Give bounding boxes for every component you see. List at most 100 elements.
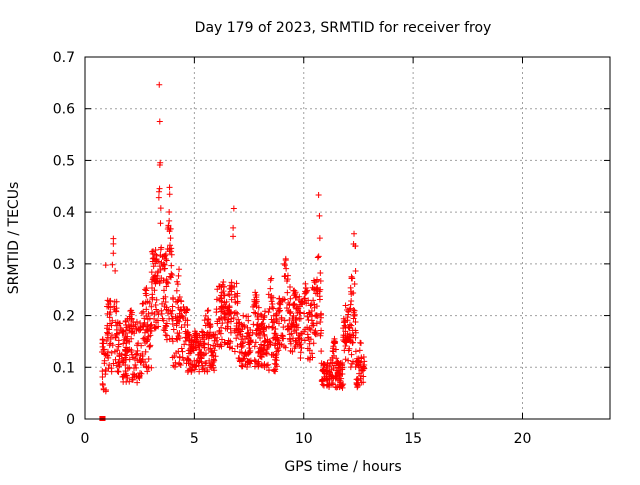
data-point — [212, 353, 219, 360]
data-point — [126, 364, 133, 371]
data-point — [197, 338, 204, 345]
data-point — [180, 303, 187, 310]
data-point — [299, 299, 306, 306]
data-point — [302, 289, 309, 296]
data-point — [273, 312, 280, 319]
data-point — [139, 353, 146, 360]
data-point — [278, 316, 285, 323]
data-point — [186, 333, 193, 340]
data-point — [158, 310, 165, 317]
data-point — [254, 359, 261, 366]
data-point — [352, 348, 359, 355]
data-point — [104, 303, 111, 310]
data-point — [347, 305, 354, 312]
data-point — [166, 184, 173, 191]
data-point — [166, 208, 173, 215]
data-point — [156, 81, 163, 88]
data-point — [298, 336, 305, 343]
data-point — [271, 367, 278, 374]
data-point — [128, 311, 135, 318]
data-point — [342, 343, 349, 350]
data-point — [119, 373, 126, 380]
data-point — [240, 312, 247, 319]
data-point — [159, 263, 166, 270]
data-point — [161, 253, 168, 260]
data-point — [307, 302, 314, 309]
data-point — [318, 327, 325, 334]
data-point — [271, 330, 278, 337]
data-point — [341, 347, 348, 354]
data-point — [205, 307, 212, 314]
data-point — [218, 308, 225, 315]
data-point — [162, 322, 169, 329]
data-point — [129, 374, 136, 381]
data-point — [255, 310, 262, 317]
data-point — [162, 252, 169, 259]
data-point — [195, 342, 202, 349]
data-point — [358, 366, 365, 373]
data-point — [328, 366, 335, 373]
data-point — [99, 374, 106, 381]
data-point — [317, 319, 324, 326]
data-point — [296, 340, 303, 347]
data-point — [207, 345, 214, 352]
data-point — [283, 304, 290, 311]
data-point — [163, 332, 170, 339]
data-point — [124, 365, 131, 372]
data-point — [102, 262, 109, 269]
data-point — [336, 377, 343, 384]
data-point — [281, 260, 288, 267]
data-point — [203, 359, 210, 366]
data-point — [148, 269, 155, 276]
data-point — [175, 272, 182, 279]
data-point — [343, 339, 350, 346]
data-point — [149, 276, 156, 283]
data-point — [168, 270, 175, 277]
data-point — [227, 338, 234, 345]
data-point — [247, 347, 254, 354]
data-point — [120, 378, 127, 385]
data-point — [340, 381, 347, 388]
data-point — [287, 340, 294, 347]
data-point — [214, 286, 221, 293]
data-point — [189, 364, 196, 371]
data-point — [157, 266, 164, 273]
data-point — [218, 343, 225, 350]
data-point — [276, 341, 283, 348]
data-point — [231, 310, 238, 317]
data-point — [285, 300, 292, 307]
data-point — [124, 375, 131, 382]
data-point — [201, 351, 208, 358]
data-point — [145, 333, 152, 340]
data-point — [185, 357, 192, 364]
data-point — [167, 225, 174, 232]
data-point — [210, 364, 217, 371]
data-point — [324, 362, 331, 369]
data-point — [106, 298, 113, 305]
data-point — [317, 278, 324, 285]
data-point — [246, 339, 253, 346]
data-point — [204, 320, 211, 327]
data-point — [258, 362, 265, 369]
data-point — [317, 286, 324, 293]
data-point — [262, 308, 269, 315]
data-point — [112, 307, 119, 314]
data-point — [211, 337, 218, 344]
data-point — [286, 335, 293, 342]
data-point — [224, 319, 231, 326]
data-point — [326, 376, 333, 383]
data-point — [122, 354, 129, 361]
data-point — [204, 308, 211, 315]
data-point — [297, 349, 304, 356]
data-point — [167, 273, 174, 280]
data-point — [140, 361, 147, 368]
data-point — [155, 194, 162, 201]
data-point — [221, 292, 228, 299]
data-point — [106, 326, 113, 333]
data-point — [310, 320, 317, 327]
data-point — [179, 348, 186, 355]
data-point — [261, 312, 268, 319]
data-point — [210, 349, 217, 356]
data-point — [286, 317, 293, 324]
